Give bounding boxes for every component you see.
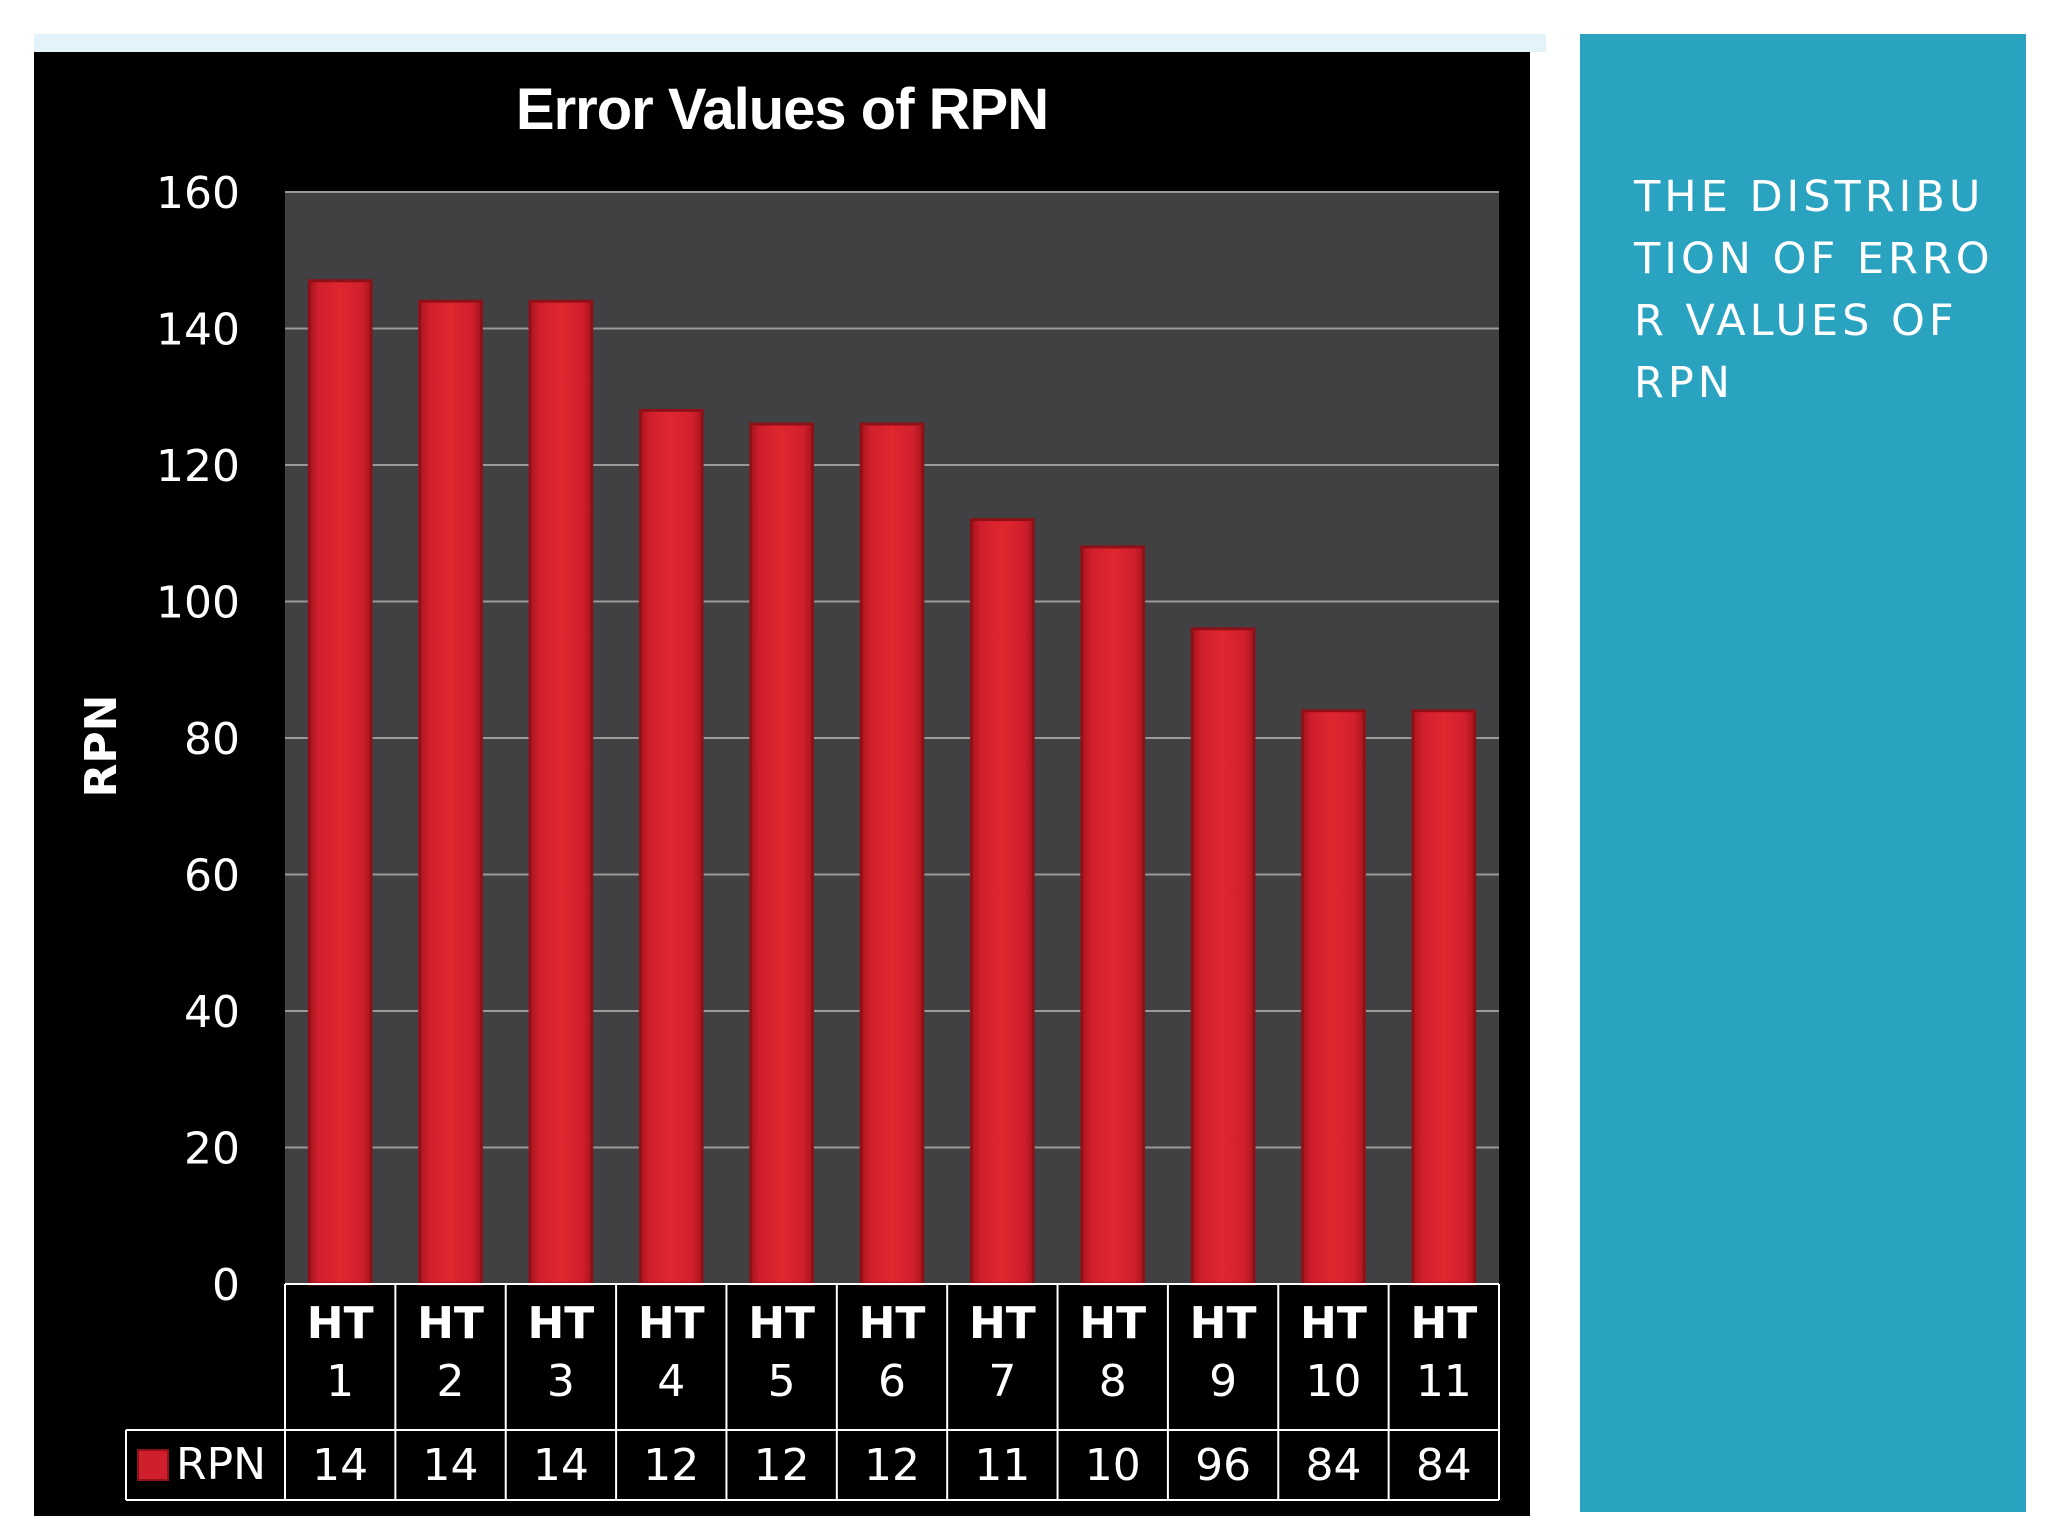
bar — [749, 422, 815, 1286]
x-tick-label: 2 — [437, 1356, 465, 1407]
x-tick-label: 3 — [547, 1356, 575, 1407]
data-label: 11 — [974, 1440, 1030, 1491]
chart-title: Error Values of RPN — [515, 77, 1049, 142]
x-tick-label: HT — [1079, 1298, 1146, 1349]
y-tick-label: 80 — [184, 714, 240, 765]
top-strip — [34, 34, 1546, 52]
x-tick-label: HT — [1300, 1298, 1367, 1349]
x-tick-label: 6 — [878, 1356, 906, 1407]
legend-swatch — [137, 1449, 169, 1481]
y-tick-label: 120 — [156, 441, 240, 492]
data-label: 96 — [1195, 1440, 1251, 1491]
x-tick-label: 1 — [326, 1356, 354, 1407]
x-tick-label: 11 — [1416, 1356, 1472, 1407]
data-label: 84 — [1416, 1440, 1472, 1491]
x-tick-label: HT — [1190, 1298, 1257, 1349]
bar — [1411, 709, 1477, 1286]
y-tick-label: 0 — [212, 1260, 240, 1311]
legend-label: RPN — [176, 1439, 266, 1490]
bar — [1190, 627, 1256, 1286]
y-tick-label: 40 — [184, 987, 240, 1038]
data-label: 12 — [864, 1440, 920, 1491]
x-tick-label: 10 — [1305, 1356, 1361, 1407]
chart-panel: 0 20 40 60 80 100 120 140 160 RPN HT 1 14 HT 2 14 HT 3 14 H… — [34, 52, 1530, 1516]
x-tick-label: 8 — [1099, 1356, 1127, 1407]
y-axis-label: RPN — [76, 695, 127, 798]
y-tick-label: 20 — [184, 1124, 240, 1175]
x-tick-label: HT — [638, 1298, 705, 1349]
x-tick-label: 7 — [988, 1356, 1016, 1407]
bar — [307, 279, 373, 1286]
x-tick-label: HT — [417, 1298, 484, 1349]
bar — [859, 422, 925, 1286]
data-label: 84 — [1305, 1440, 1361, 1491]
y-tick-label: 160 — [156, 168, 240, 219]
data-label: 14 — [312, 1440, 368, 1491]
bar — [1301, 709, 1366, 1286]
bar — [418, 299, 483, 1286]
data-label: 12 — [643, 1440, 699, 1491]
x-tick-label: HT — [859, 1298, 926, 1349]
bar — [638, 408, 704, 1286]
y-tick-label: 60 — [184, 851, 240, 902]
x-tick-label: HT — [307, 1298, 374, 1349]
x-tick-label: HT — [1410, 1298, 1477, 1349]
bar — [528, 299, 594, 1286]
x-tick-label: HT — [748, 1298, 815, 1349]
x-tick-label: HT — [527, 1298, 594, 1349]
slide-title: THE DISTRIBUTION OF ERROR VALUES OF RPN — [1634, 172, 1994, 408]
x-tick-label: 5 — [768, 1356, 796, 1407]
data-label: 10 — [1085, 1440, 1141, 1491]
x-tick-label: HT — [969, 1298, 1036, 1349]
x-tick-label: 9 — [1209, 1356, 1237, 1407]
data-label: 14 — [533, 1440, 589, 1491]
data-label: 14 — [423, 1440, 479, 1491]
bar — [1080, 545, 1146, 1286]
rpn-bar-chart: 020406080100120140160RPNHT114HT214HT314H… — [76, 168, 1500, 1501]
data-label: 12 — [754, 1440, 810, 1491]
bar — [969, 518, 1035, 1286]
sidebar-panel: THE DISTRIBUTION OF ERROR VALUES OF RPN — [1580, 34, 2026, 1512]
y-tick-label: 140 — [156, 305, 240, 356]
x-tick-label: 4 — [657, 1356, 685, 1407]
y-tick-label: 100 — [156, 578, 240, 629]
